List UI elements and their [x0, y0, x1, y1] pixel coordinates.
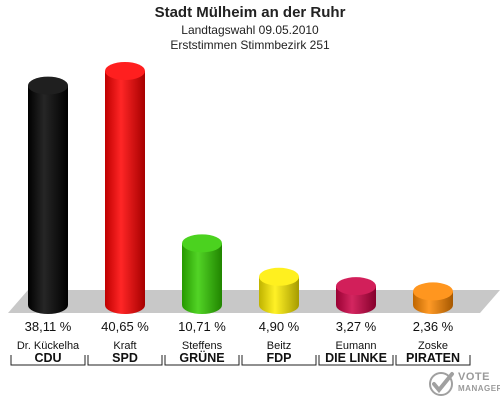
party-label: PIRATEN — [406, 351, 460, 365]
party-label: FDP — [267, 351, 292, 365]
brand-manager-text: MANAGER — [458, 384, 500, 393]
bar-grüne — [182, 234, 222, 314]
party-label: SPD — [112, 351, 138, 365]
party-label: CDU — [34, 351, 61, 365]
candidate-label: Eumann — [336, 340, 377, 352]
category-bracket — [10, 355, 86, 366]
bar-body — [182, 243, 222, 314]
category-bracket — [87, 355, 163, 366]
candidate-label: Kraft — [113, 340, 136, 352]
candidate-label: Steffens — [182, 340, 223, 352]
bar-body — [105, 71, 145, 314]
value-label: 2,36 % — [413, 319, 454, 334]
candidate-label: Zoske — [418, 340, 448, 352]
chart-subtitle-district: Erststimmen Stimmbezirk 251 — [170, 38, 330, 52]
bar-top — [182, 234, 222, 253]
category-bracket — [395, 355, 471, 366]
bar-spd — [105, 62, 145, 314]
chart-subtitle-date: Landtagswahl 09.05.2010 — [181, 23, 319, 37]
bar-fdp — [259, 267, 299, 314]
bar-body — [28, 85, 68, 314]
candidate-label: Beitz — [267, 340, 291, 352]
vote-manager-logo-icon — [428, 370, 498, 398]
bar-top — [105, 62, 145, 80]
category-bracket — [318, 355, 394, 366]
bar-top — [336, 277, 376, 296]
candidate-label: Dr. Kückelha — [17, 340, 80, 352]
bar-top — [413, 282, 453, 301]
chart-title: Stadt Mülheim an der Ruhr — [154, 4, 346, 21]
party-label: DIE LINKE — [325, 351, 387, 365]
bar-cdu — [28, 76, 68, 314]
bar-die-linke — [336, 277, 376, 314]
brand-vote-text: VOTE — [458, 371, 490, 383]
value-label: 40,65 % — [101, 319, 149, 334]
category-bracket — [164, 355, 240, 366]
value-label: 3,27 % — [336, 319, 377, 334]
party-label: GRÜNE — [179, 350, 224, 365]
value-label: 38,11 % — [25, 319, 72, 334]
category-bracket — [241, 355, 317, 366]
value-label: 10,71 % — [178, 319, 226, 334]
bars-group — [28, 62, 453, 314]
bar-top — [259, 267, 299, 286]
bar-piraten — [413, 282, 453, 314]
bar-body — [259, 276, 299, 314]
bar-top — [28, 76, 68, 95]
value-label: 4,90 % — [259, 319, 300, 334]
